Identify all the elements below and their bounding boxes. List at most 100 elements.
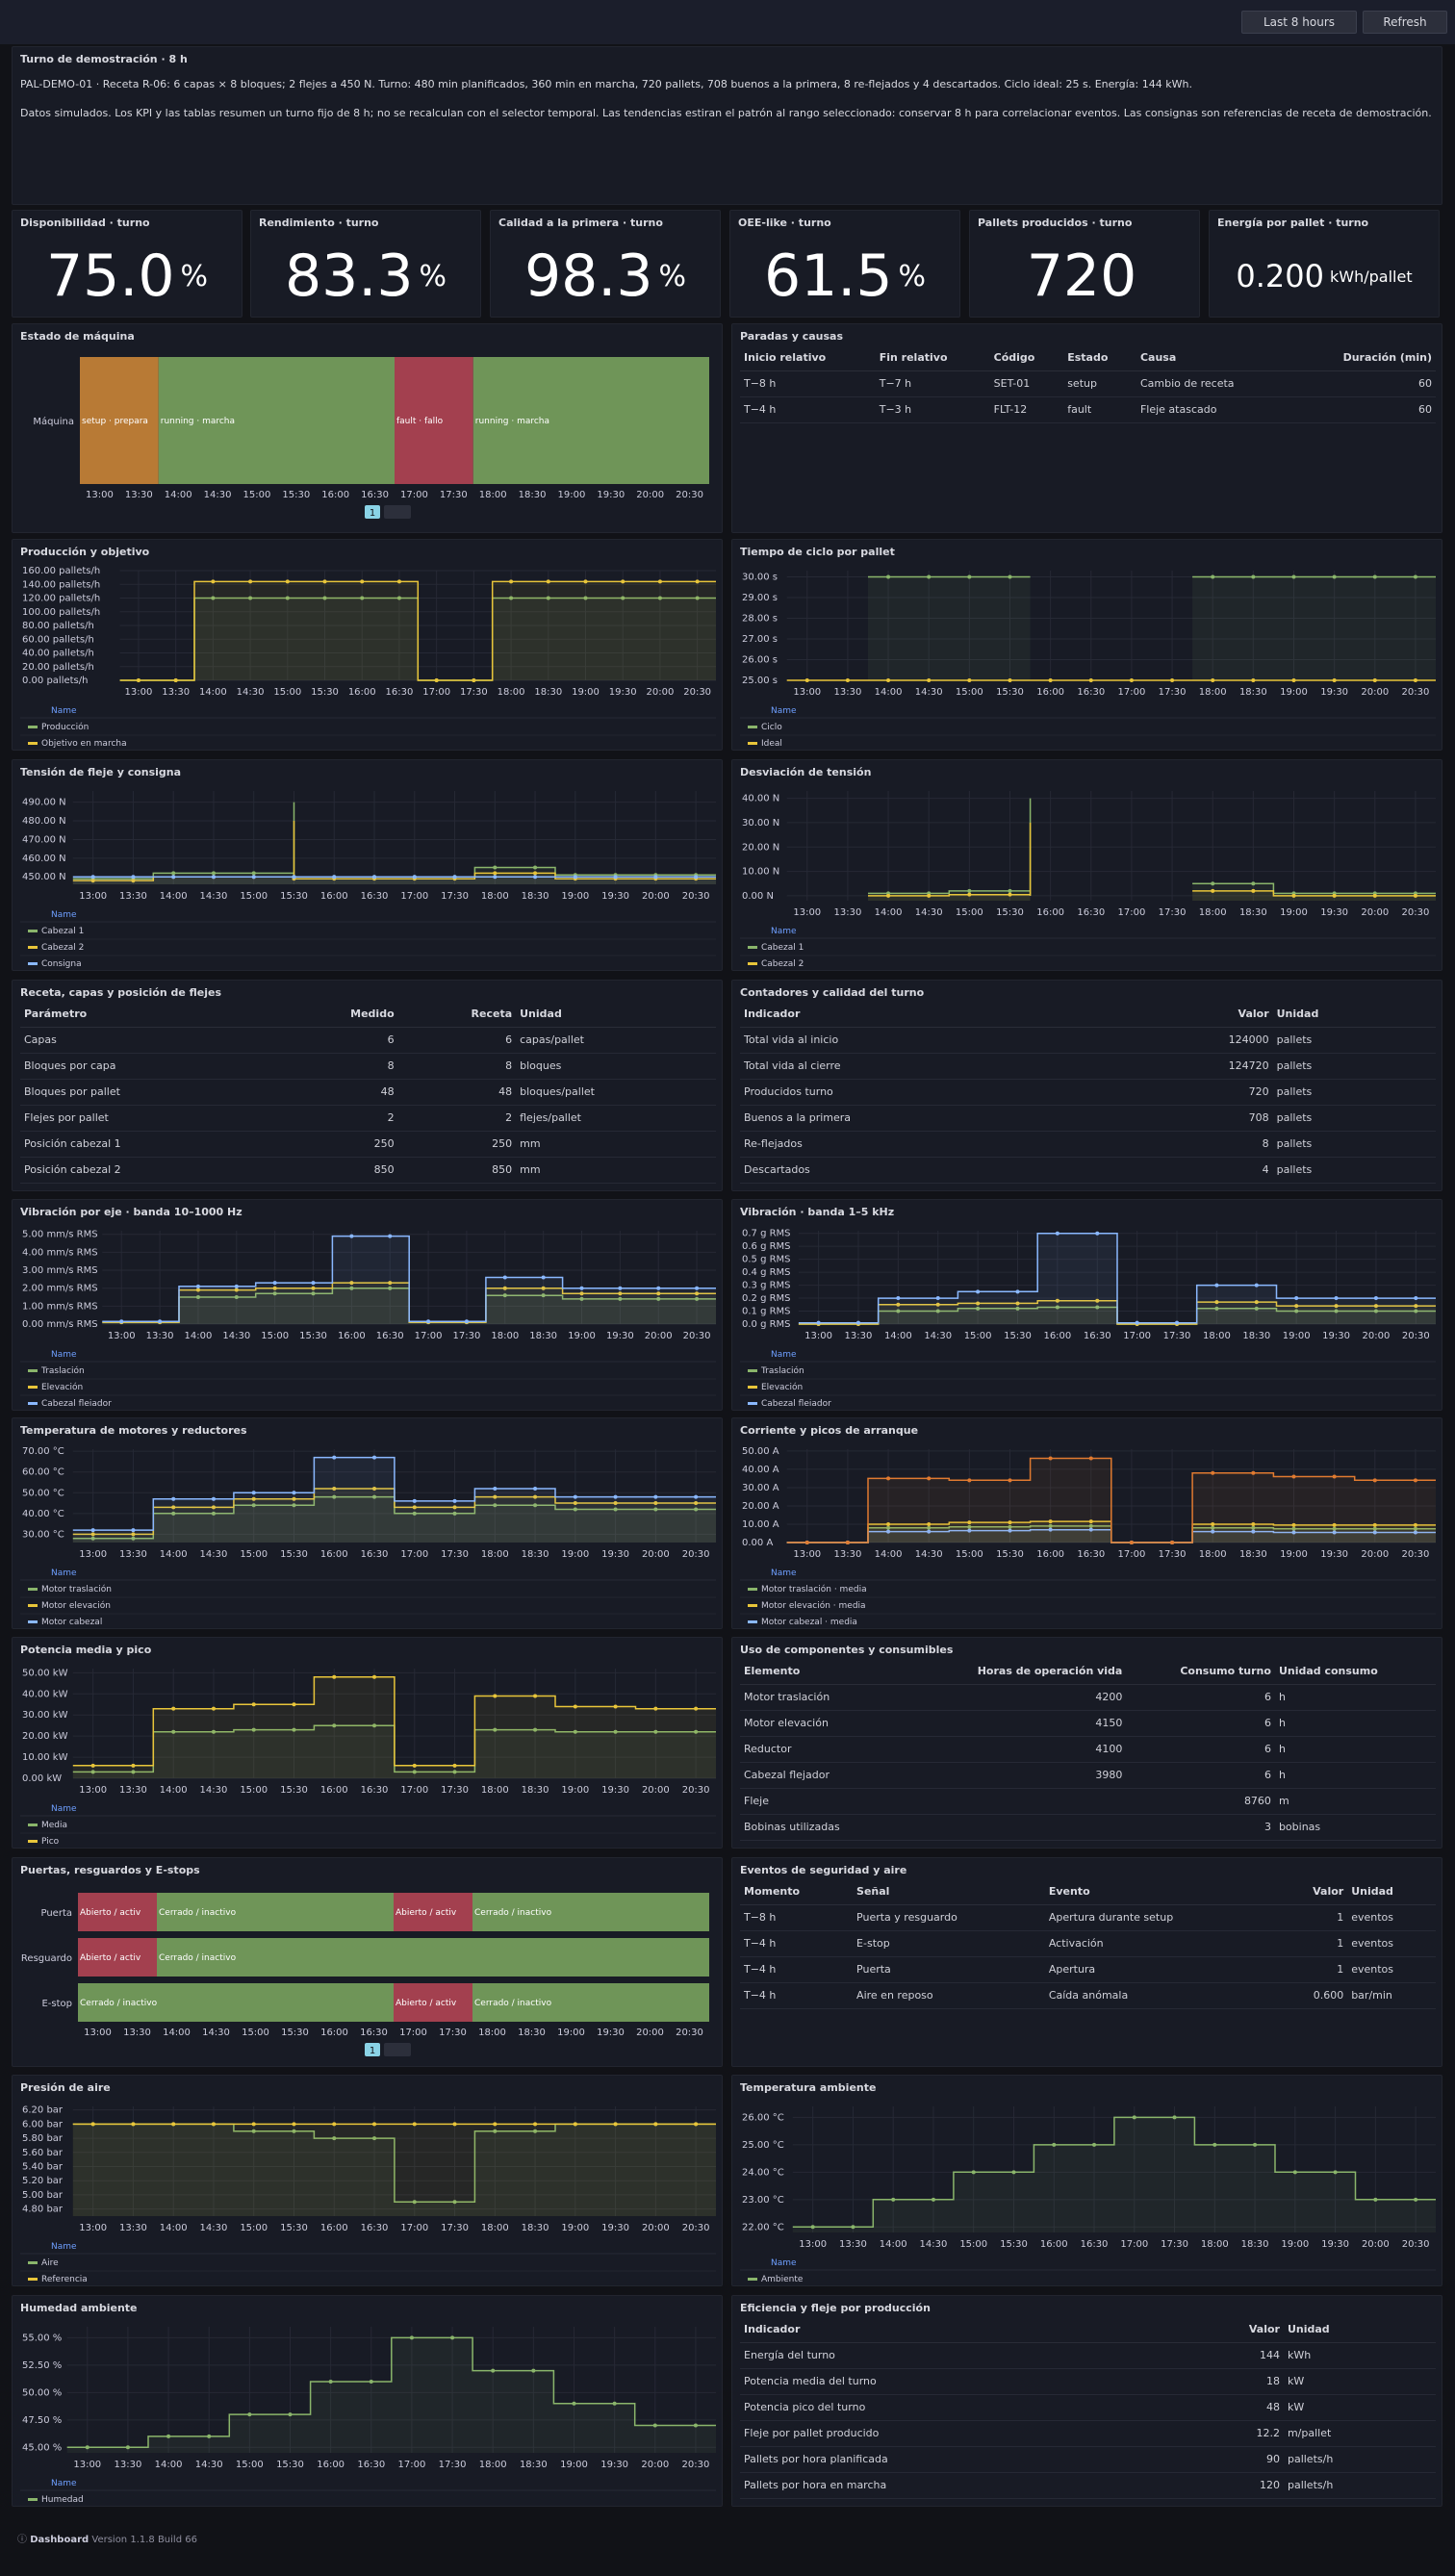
data-point xyxy=(1170,1541,1175,1544)
x-tick-label: 15:00 xyxy=(240,891,268,902)
state-segment-bar xyxy=(394,1893,472,1931)
pagination-next-button[interactable] xyxy=(384,2043,411,2056)
series-path xyxy=(792,2116,1436,2229)
data-point xyxy=(452,2200,457,2205)
legend-item[interactable]: Traslación xyxy=(20,1365,716,1380)
y-tick-label: 2.00 mm/s RMS xyxy=(22,1284,98,1294)
y-tick-label: 52.50 % xyxy=(22,2360,62,2371)
x-tick-label: 16:30 xyxy=(1077,1549,1105,1560)
x-tick-label: 13:00 xyxy=(73,2460,101,2470)
legend-item[interactable]: Elevación xyxy=(740,1382,1436,1396)
chart-svg: 4.80 bar 5.00 bar 5.20 bar 5.40 bar 5.60 bar… xyxy=(20,2105,717,2286)
table-cell: 124720 xyxy=(1114,1053,1273,1080)
legend-item[interactable]: Producción xyxy=(20,722,716,736)
series-path xyxy=(72,1488,716,1536)
pagination-page-button[interactable] xyxy=(365,505,380,519)
data-point xyxy=(251,2122,256,2127)
data-point xyxy=(656,1296,661,1301)
legend-item[interactable]: Referencia xyxy=(20,2275,716,2286)
data-point xyxy=(125,2445,130,2450)
column-header: Momento xyxy=(740,1879,854,1905)
time-range-picker[interactable]: Last 8 hours xyxy=(1241,11,1357,34)
data-point xyxy=(322,579,327,584)
pagination-next-button[interactable] xyxy=(384,505,411,519)
legend-swatch xyxy=(748,1402,757,1405)
x-tick-label: 19:00 xyxy=(561,2223,589,2233)
legend-item[interactable]: Motor cabezal xyxy=(20,1618,716,1629)
legend-item[interactable]: Elevación xyxy=(20,1382,716,1396)
series-area xyxy=(72,877,717,884)
data-point xyxy=(573,1501,577,1506)
legend-item[interactable]: Consigna xyxy=(20,959,716,971)
counters-title: Contadores y calidad del turno xyxy=(740,986,925,999)
legend-item[interactable]: Cabezal fleiador xyxy=(740,1399,1436,1411)
x-tick-label: 14:00 xyxy=(160,891,188,902)
x-tick-label: 20:30 xyxy=(683,1331,711,1341)
data-point xyxy=(1413,574,1417,579)
refresh-button[interactable]: Refresh xyxy=(1363,11,1447,34)
state-segment-label: Abierto / activ xyxy=(396,1999,457,2008)
footer: ⓘ Dashboard Version 1.1.8 Build 66 xyxy=(17,2531,197,2545)
x-tick-label: 17:00 xyxy=(400,1549,428,1560)
legend-item[interactable]: Traslación xyxy=(740,1365,1436,1380)
table-cell: 4200 xyxy=(896,1684,1127,1711)
legend-item[interactable]: Motor traslación xyxy=(20,1584,716,1598)
legend-item[interactable]: Objetivo en marcha xyxy=(20,739,716,751)
legend-item[interactable]: Cabezal 1 xyxy=(20,927,716,940)
y-tick-label: 80.00 pallets/h xyxy=(22,621,94,631)
legend-item[interactable]: Media xyxy=(20,1821,716,1834)
legend-item[interactable]: Cabezal 2 xyxy=(740,959,1436,971)
x-tick-label: 13:00 xyxy=(793,687,821,698)
chart-svg: 30.00 °C 40.00 °C 50.00 °C 60.00 °C 70.00 °C… xyxy=(20,1446,717,1629)
x-tick-label: 15:30 xyxy=(280,1549,308,1560)
table-cell: 8 xyxy=(273,1053,398,1080)
legend-item[interactable]: Motor traslación · media xyxy=(740,1584,1436,1598)
table-cell: h xyxy=(1274,1684,1436,1711)
legend-item[interactable]: Motor elevación · media xyxy=(740,1600,1436,1615)
x-tick-label: 18:30 xyxy=(1242,1331,1270,1341)
stat-value-box: 98.3% xyxy=(491,238,720,315)
data-point xyxy=(332,1723,337,1728)
data-point xyxy=(1211,1521,1215,1526)
table-cell: Total vida al inicio xyxy=(740,1027,1115,1054)
legend-item[interactable]: Ideal xyxy=(740,739,1436,751)
machine-state-timeline: Máquina setup · prepara running · marcha fa… xyxy=(33,357,709,519)
legend-label: Referencia xyxy=(41,2275,88,2284)
x-tick-label: 15:30 xyxy=(996,687,1024,698)
pagination-page-button[interactable] xyxy=(365,2043,380,2056)
legend-item[interactable]: Ambiente xyxy=(740,2275,1436,2286)
table-row: T−4 h Aire en reposo Caída anómala 0.600 bar… xyxy=(740,1982,1436,2009)
data-point xyxy=(845,678,850,682)
data-point xyxy=(618,1286,623,1290)
legend-item[interactable]: Ciclo xyxy=(740,723,1436,736)
table-cell: 6 xyxy=(397,1027,517,1054)
legend-item[interactable]: Motor elevación xyxy=(20,1600,716,1615)
legend-item[interactable]: Cabezal 2 xyxy=(20,943,716,956)
table-cell: pallets xyxy=(1272,1053,1436,1080)
data-point xyxy=(927,574,932,579)
stat-value: 0.200 xyxy=(1236,258,1324,294)
data-point xyxy=(652,2423,657,2428)
y-tick-label: 160.00 pallets/h xyxy=(22,566,100,576)
data-point xyxy=(1251,881,1256,886)
legend-item[interactable]: Cabezal fleiador xyxy=(20,1399,716,1411)
legend-item[interactable]: Cabezal 1 xyxy=(740,943,1436,956)
data-point xyxy=(211,1729,216,1734)
column-header: Receta xyxy=(397,1002,517,1028)
data-point xyxy=(653,1729,658,1734)
legend-item[interactable]: Pico xyxy=(20,1837,716,1849)
legend-item[interactable]: Motor cabezal · media xyxy=(740,1618,1436,1629)
legend-item[interactable]: Aire xyxy=(20,2258,716,2272)
x-tick-label: 18:30 xyxy=(1239,687,1267,698)
x-tick-label: 20:00 xyxy=(642,2223,670,2233)
table-cell: kWh xyxy=(1283,2342,1436,2369)
x-tick-label: 14:00 xyxy=(875,907,903,918)
column-header: Elemento xyxy=(740,1659,897,1685)
data-point xyxy=(1170,678,1175,682)
legend-header: Name xyxy=(771,706,797,716)
data-point xyxy=(493,865,498,870)
data-point xyxy=(613,2122,618,2127)
legend-item[interactable]: Humedad xyxy=(20,2495,716,2507)
table-cell: 60 xyxy=(1289,396,1436,423)
data-point xyxy=(612,2401,617,2406)
